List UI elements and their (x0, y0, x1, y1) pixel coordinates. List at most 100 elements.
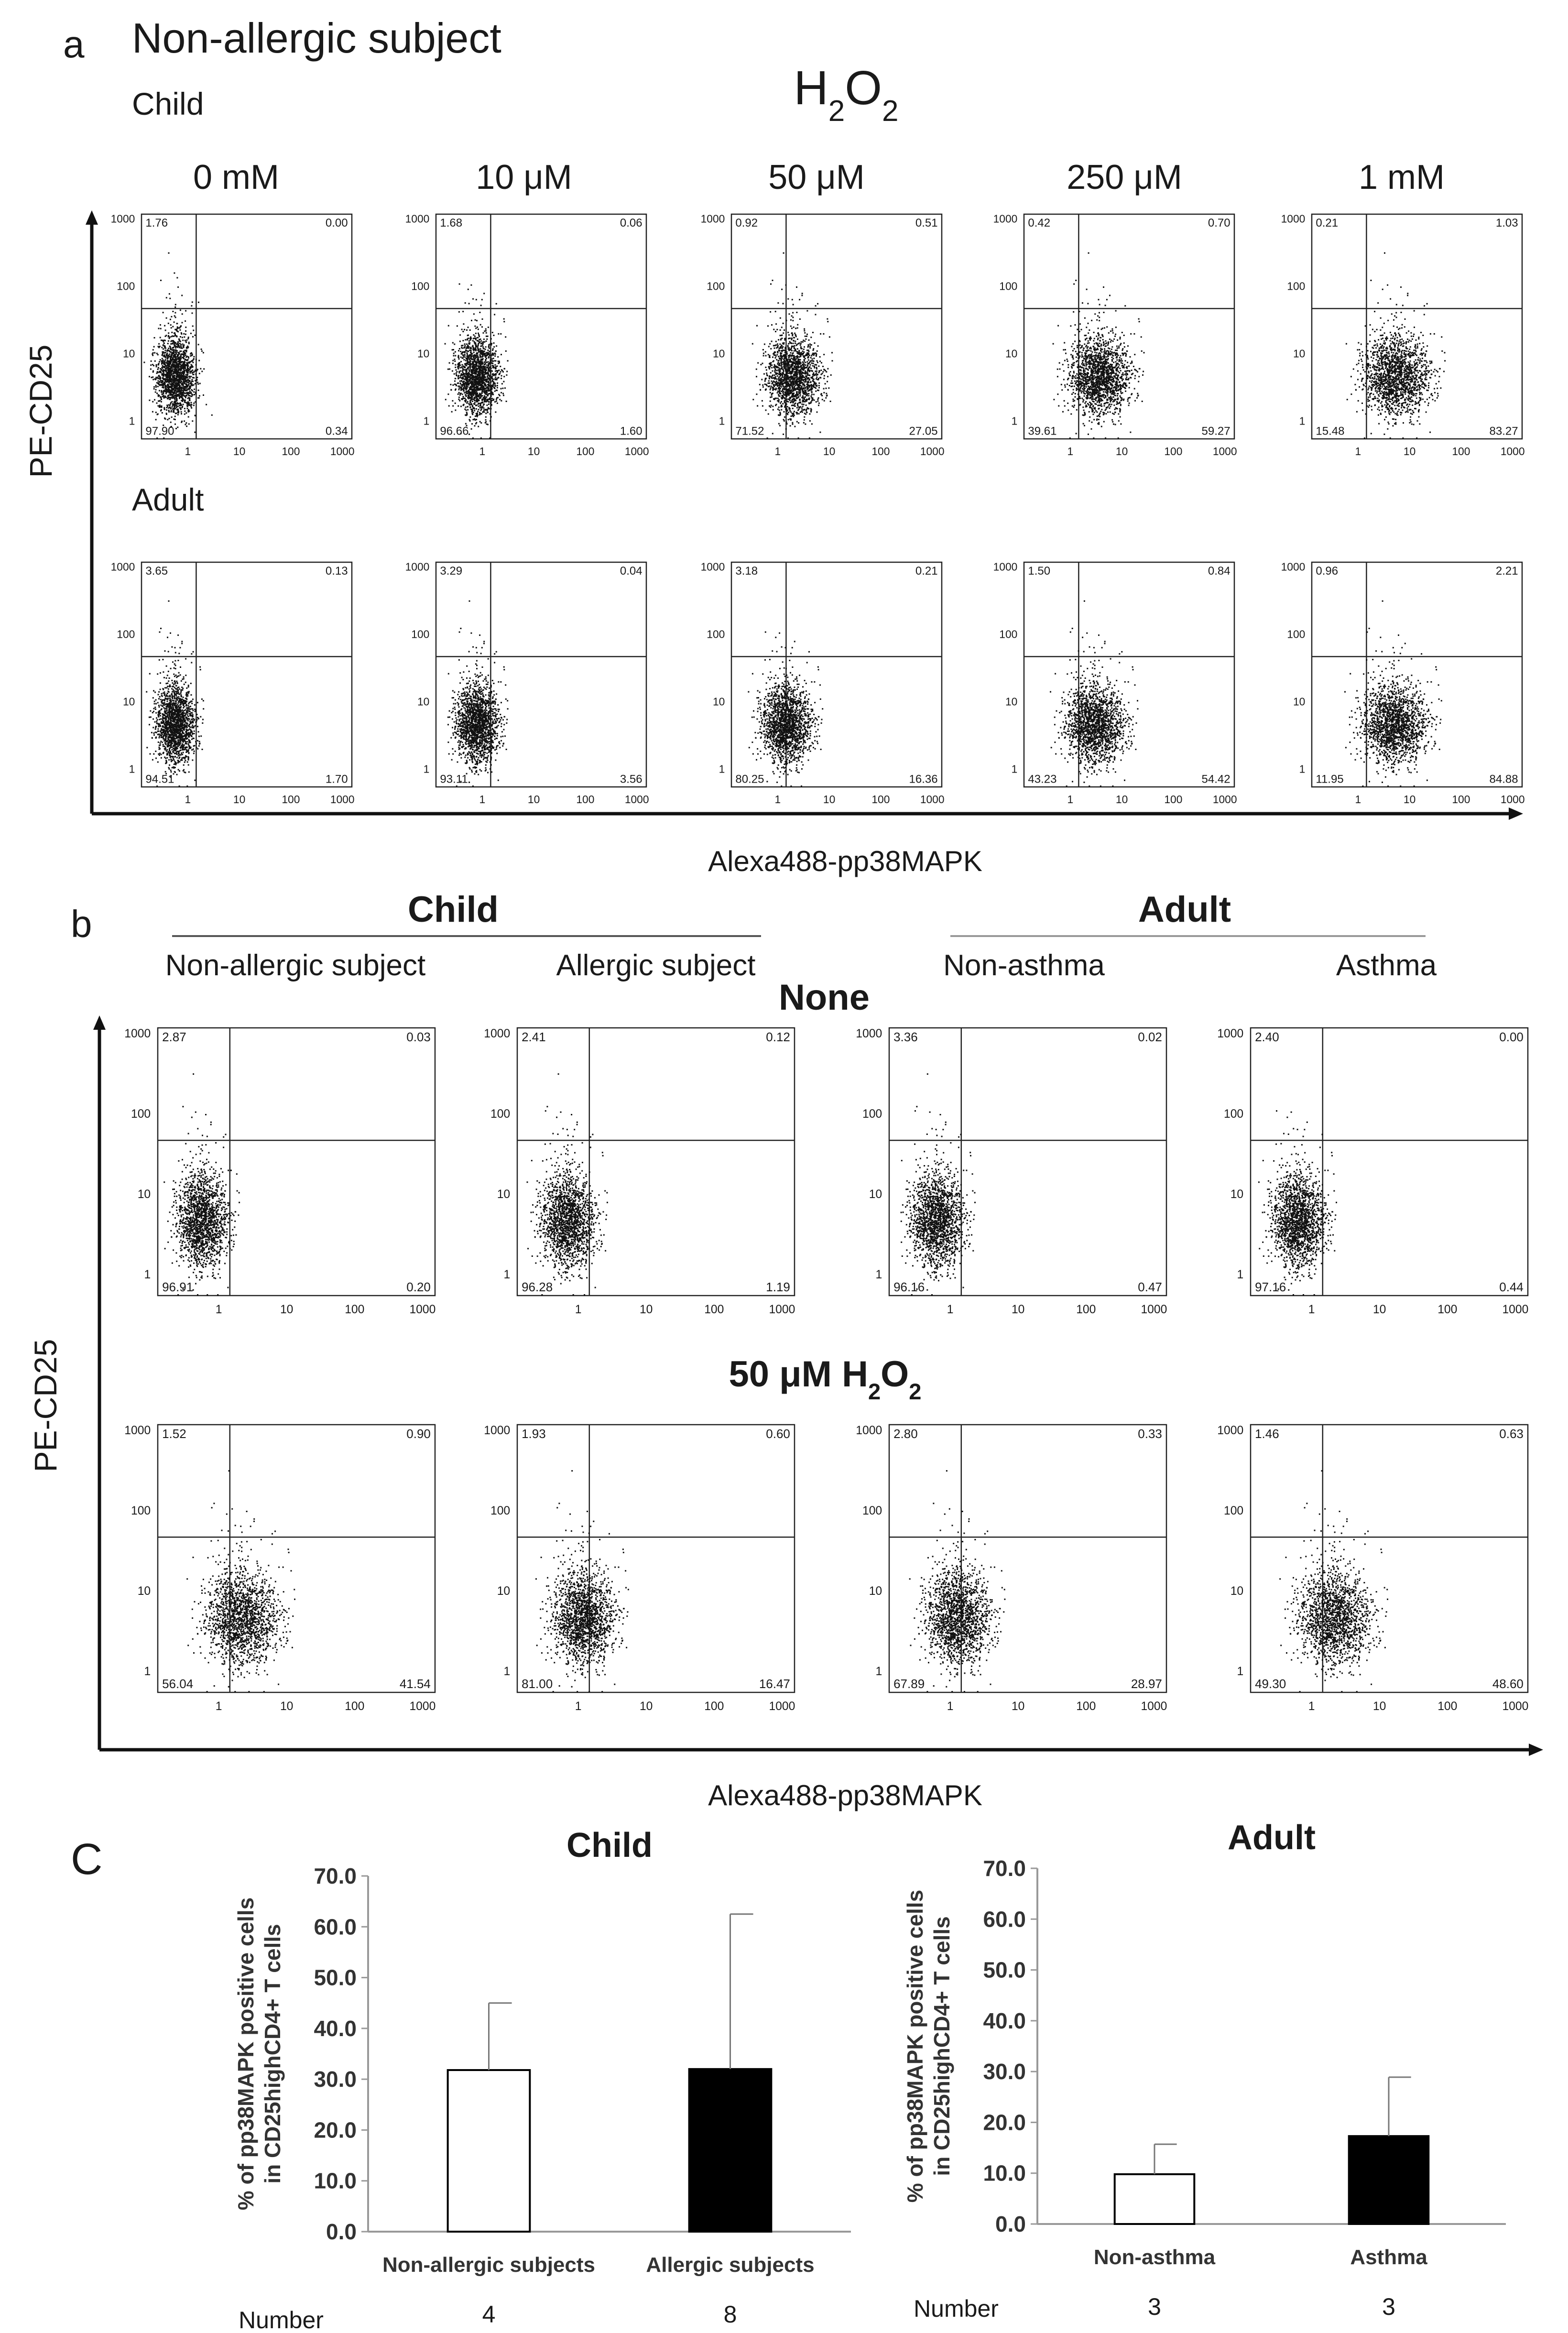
x-tick-label: 1 (1067, 793, 1073, 806)
quadrant-lower-right-pct: 0.47 (1138, 1280, 1162, 1294)
plot-frame (1250, 1027, 1529, 1297)
quadrant-upper-left-pct: 0.42 (1028, 217, 1050, 229)
y-axis-label-line2: in CD25highCD4+ T cells (929, 1916, 954, 2176)
x-tick-label: 1 (1308, 1303, 1315, 1316)
quadrant-lower-left-pct: 81.00 (522, 1677, 553, 1691)
y-tick-label: 1000 (856, 1027, 882, 1040)
quadrant-upper-right-pct: 0.70 (1208, 217, 1230, 229)
quadrant-lower-right-pct: 84.88 (1490, 773, 1518, 786)
quadrant-upper-right-pct: 0.04 (620, 565, 642, 578)
event-dots (444, 283, 509, 439)
plot-frame (141, 561, 353, 788)
y-tick-label: 10 (138, 1585, 151, 1598)
y-tick-label: 1 (129, 414, 135, 427)
y-tick-label: 10 (1230, 1585, 1243, 1598)
quadrant-upper-right-pct: 0.84 (1208, 565, 1230, 578)
plot-frame (730, 213, 943, 440)
quadrant-lower-right-pct: 83.27 (1490, 425, 1518, 438)
panel-b-letter: b (71, 903, 92, 945)
x-tick-label: 100 (1452, 793, 1470, 806)
category-label: Non-asthma (1094, 2246, 1216, 2269)
x-tick-label: 100 (282, 445, 300, 458)
plot-frame (435, 213, 647, 440)
x-tick-label: 100 (871, 793, 890, 806)
y-axis-label-line2: in CD25highCD4+ T cells (260, 1924, 285, 2183)
y-tick-label: 1000 (856, 1424, 882, 1437)
x-tick-label: 1 (947, 1303, 954, 1316)
event-dots (900, 1073, 976, 1296)
y-tick-label: 1000 (405, 560, 430, 573)
panel-a-x-axis-arrow-head (1509, 807, 1523, 820)
quadrant-lower-right-pct: 54.42 (1202, 773, 1230, 786)
quadrant-lower-right-pct: 59.27 (1202, 425, 1230, 438)
panel-c-letter: C (71, 1835, 102, 1884)
y-axis-label-line1: % of pp38MAPK positive cells (903, 1890, 927, 2202)
quadrant-lower-left-pct: 56.04 (162, 1677, 193, 1691)
y-tick-label: 1 (1237, 1268, 1243, 1281)
y-tick-label: 40.0 (983, 2008, 1026, 2033)
x-tick-label: 1000 (409, 1700, 436, 1713)
plot-frame (730, 561, 943, 788)
quadrant-upper-left-pct: 0.21 (1316, 217, 1338, 229)
y-tick-label: 1000 (1281, 212, 1306, 225)
x-tick-label: 1000 (769, 1700, 795, 1713)
event-dots (751, 252, 833, 439)
quadrant-upper-right-pct: 0.03 (406, 1030, 431, 1044)
x-tick-label: 1 (1355, 793, 1361, 806)
x-tick-label: 10 (1404, 793, 1416, 806)
y-tick-label: 1000 (1217, 1424, 1243, 1437)
quadrant-upper-right-pct: 0.13 (326, 565, 348, 578)
x-tick-label: 1 (185, 445, 191, 458)
quadrant-upper-right-pct: 0.06 (620, 217, 642, 229)
panel-a-y-axis-label: PE-CD25 (23, 345, 58, 478)
x-tick-label: 10 (233, 445, 245, 458)
x-tick-label: 10 (233, 793, 245, 806)
event-dots (1345, 252, 1446, 439)
dot-plot-b-h2o2-3: 1.46 0.63 49.30 48.60 1000 100 10 1 1 10 100 1000 (1217, 1424, 1528, 1713)
quadrant-upper-left-pct: 3.18 (735, 565, 758, 578)
panel-a-letter: a (63, 23, 85, 65)
quadrant-lower-left-pct: 96.16 (893, 1280, 925, 1294)
number-value: 4 (482, 2301, 496, 2328)
x-tick-label: 1000 (330, 793, 355, 806)
condition-label-none: None (779, 977, 870, 1018)
bar (1348, 2135, 1430, 2225)
y-tick-label: 100 (117, 280, 135, 292)
x-tick-label: 100 (1164, 445, 1182, 458)
x-tick-label: 10 (1373, 1700, 1386, 1713)
y-tick-label: 100 (131, 1108, 151, 1121)
dot-plot-a-adult-3: 1.50 0.84 43.23 54.42 1000 100 10 1 1 10 100 1000 (993, 560, 1237, 806)
x-tick-label: 1 (575, 1700, 582, 1713)
y-tick-label: 30.0 (314, 2067, 357, 2092)
y-tick-label: 1 (424, 763, 430, 775)
x-tick-label: 1 (774, 445, 781, 458)
dot-plot-a-child-0: 1.76 0.00 97.90 0.34 1000 100 10 1 1 10 100 1000 (111, 212, 355, 458)
column-label: Non-asthma (943, 949, 1105, 982)
event-dots (186, 1470, 295, 1692)
x-tick-label: 100 (1437, 1303, 1457, 1316)
y-tick-label: 1000 (993, 560, 1018, 573)
quadrant-lower-left-pct: 94.51 (145, 773, 174, 786)
x-tick-label: 1000 (1141, 1700, 1167, 1713)
y-tick-label: 20.0 (983, 2110, 1026, 2135)
plot-frame (1311, 213, 1523, 440)
x-tick-label: 100 (1164, 793, 1182, 806)
x-tick-label: 1000 (1502, 1303, 1528, 1316)
y-tick-label: 60.0 (314, 1914, 357, 1939)
x-tick-label: 1 (479, 793, 485, 806)
x-tick-label: 10 (1116, 445, 1128, 458)
x-tick-label: 100 (704, 1700, 724, 1713)
y-tick-label: 100 (411, 280, 429, 292)
y-tick-label: 70.0 (983, 1856, 1026, 1881)
quadrant-upper-left-pct: 2.87 (162, 1030, 186, 1044)
y-tick-label: 10 (869, 1188, 882, 1201)
bar (688, 2068, 773, 2233)
x-tick-label: 100 (871, 445, 890, 458)
panel-a-treatment-title: H2O2 (794, 61, 899, 128)
quadrant-lower-right-pct: 1.70 (326, 773, 348, 786)
x-tick-label: 10 (640, 1303, 653, 1316)
x-tick-label: 1 (947, 1700, 954, 1713)
x-tick-label: 1000 (1213, 445, 1237, 458)
quadrant-lower-left-pct: 80.25 (735, 773, 764, 786)
quadrant-upper-left-pct: 1.50 (1028, 565, 1050, 578)
